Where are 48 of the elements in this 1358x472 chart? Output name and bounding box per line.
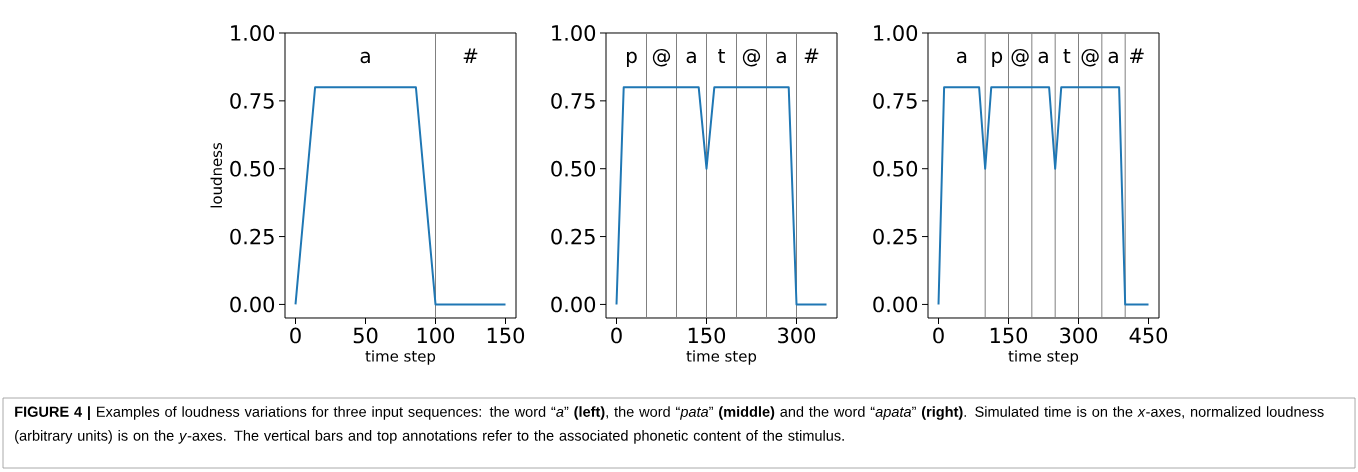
x-tick-label: 100: [417, 327, 455, 344]
annotation: #: [463, 48, 478, 63]
x-axis-title: time step: [686, 350, 757, 365]
annotation: p: [627, 51, 637, 68]
annotation: a: [776, 51, 786, 64]
y-tick-label: 0.00: [873, 296, 918, 313]
y-tick-label: 0.50: [230, 160, 275, 177]
annotation: @: [1011, 48, 1029, 67]
text: FIGURE 4 | Examples of loudness variations for three input sequences: the word “a” (left), the word “pata” (middle) and the word “apata” (right). Simulated time is on the x-axes, normalized loudness (arbitrary units) is on the y-axes. The vertical bars and top annotations refer to the associated phonetic content of the stimulus.: [15, 406, 1324, 444]
annotation: a: [360, 51, 370, 64]
x-tick-label: 0: [611, 327, 622, 344]
annotation: p: [992, 51, 1003, 68]
x-tick-label: 0: [290, 327, 301, 344]
x-tick-label: 150: [990, 327, 1028, 344]
annotation: #: [804, 48, 819, 63]
y-tick-label: 0.50: [551, 160, 596, 177]
x-tick-label: 450: [1129, 327, 1168, 344]
annotation: a: [686, 51, 696, 64]
y-tick-label: 1.00: [874, 25, 918, 41]
y-tick-label: 0.75: [873, 92, 917, 109]
x-tick-label: 150: [688, 327, 726, 344]
y-tick-label: 0.00: [551, 296, 596, 313]
x-axis-title: time step: [365, 350, 436, 365]
x-tick-label: 300: [1060, 327, 1098, 344]
x-tick-label: 150: [487, 327, 525, 344]
x-tick-label: 300: [778, 327, 816, 344]
annotation: @: [742, 48, 761, 67]
annotation: a: [1038, 51, 1048, 64]
y-tick-label: 0.25: [230, 228, 274, 245]
annotation: a: [956, 51, 967, 64]
y-tick-label: 1.00: [231, 25, 275, 41]
x-tick-label: 50: [353, 327, 378, 344]
y-tick-label: 0.00: [230, 296, 275, 313]
annotation: @: [1081, 48, 1099, 67]
annotation: #: [1130, 48, 1144, 63]
annotation: a: [1108, 51, 1118, 64]
y-tick-label: 0.50: [873, 160, 918, 177]
y-tick-label: 1.00: [552, 25, 596, 41]
annotation: t: [1063, 48, 1071, 63]
annotation: t: [718, 48, 725, 63]
y-tick-label: 0.75: [551, 92, 595, 109]
x-tick-label: 0: [933, 327, 944, 344]
annotation: @: [652, 48, 671, 67]
y-axis-title: loudness: [210, 142, 223, 208]
y-tick-label: 0.25: [551, 228, 595, 245]
x-axis-title: time step: [1008, 350, 1079, 365]
y-tick-label: 0.25: [873, 228, 917, 245]
y-tick-label: 0.75: [230, 92, 274, 109]
